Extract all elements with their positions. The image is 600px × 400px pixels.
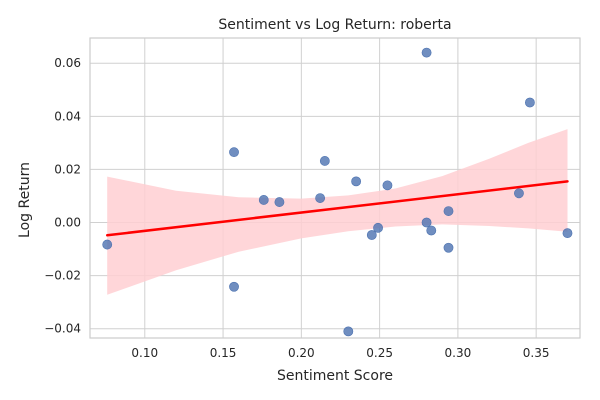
x-tick-label: 0.25 <box>366 346 393 360</box>
data-point <box>366 230 377 240</box>
data-point <box>258 195 269 205</box>
data-point <box>421 47 432 58</box>
data-point <box>525 97 535 108</box>
chart-title: Sentiment vs Log Return: roberta <box>218 17 451 33</box>
y-tick-label: −0.04 <box>44 322 81 336</box>
y-axis-ticks: −0.04 −0.02 0.00 0.02 0.04 0.06 <box>44 56 81 335</box>
y-tick-label: 0.04 <box>54 109 81 123</box>
x-tick-label: 0.30 <box>445 346 472 360</box>
plot-frame <box>89 37 581 339</box>
data-point <box>343 326 354 337</box>
x-axis-label: Sentiment Score <box>277 368 393 384</box>
x-axis-ticks: 0.10 0.15 0.20 0.25 0.30 0.35 <box>131 346 549 360</box>
y-tick-label: −0.02 <box>44 269 81 283</box>
y-tick-label: 0.00 <box>54 216 81 230</box>
y-axis-label: Log Return <box>17 162 33 238</box>
y-tick-label: 0.02 <box>54 162 81 176</box>
data-point <box>443 242 454 253</box>
x-tick-label: 0.20 <box>288 346 315 360</box>
data-point <box>102 239 113 250</box>
regression-line-group <box>105 180 569 237</box>
x-tick-label: 0.35 <box>523 346 550 360</box>
data-points <box>102 47 573 337</box>
x-tick-label: 0.10 <box>131 346 158 360</box>
regression-line <box>105 180 569 237</box>
data-point <box>421 217 432 228</box>
data-point <box>351 176 362 187</box>
data-point <box>274 197 285 207</box>
data-point <box>229 147 239 158</box>
data-point <box>319 156 330 166</box>
data-point <box>382 180 393 191</box>
data-point <box>315 193 326 203</box>
confidence-band-area <box>107 129 568 295</box>
confidence-band <box>107 129 568 295</box>
data-point <box>426 225 437 236</box>
x-tick-label: 0.15 <box>210 346 237 360</box>
data-point <box>373 222 383 233</box>
data-point <box>562 228 573 239</box>
data-point <box>229 281 239 292</box>
y-tick-label: 0.06 <box>54 56 81 70</box>
data-point <box>443 206 454 216</box>
data-point <box>514 188 524 199</box>
